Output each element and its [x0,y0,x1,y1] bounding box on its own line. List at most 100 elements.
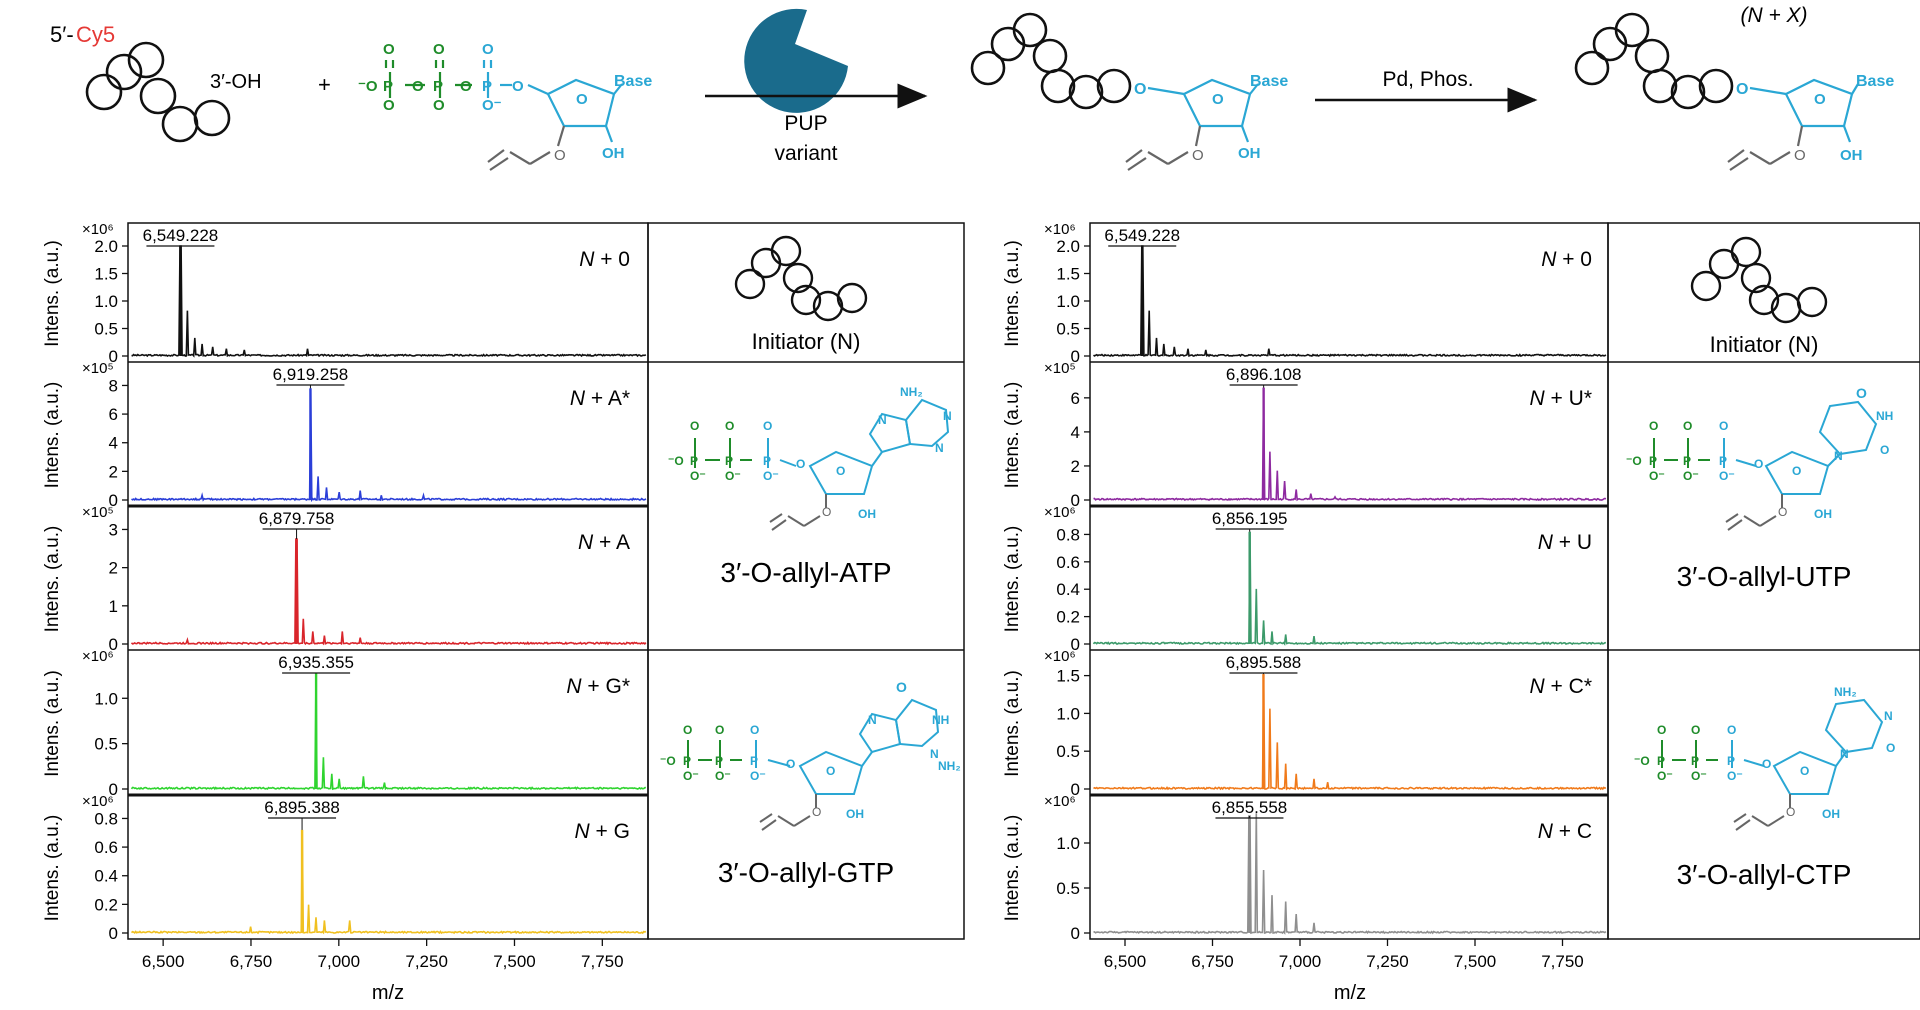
peak-label: 6,895.388 [264,798,340,817]
y-tick-label: 1.0 [94,292,118,311]
svg-text:P: P [383,78,393,95]
oh-label-intermediate: OH [1238,145,1261,162]
svg-text:N: N [1884,709,1893,723]
subplot-1: 0 2 4 6 ×10⁵ Intens. (a.u.) 6,896.108 N + U* [1002,360,1608,510]
peak-label: 6,855.558 [1212,798,1288,817]
y-tick-label: 6 [109,405,118,424]
svg-text:OH: OH [602,145,625,162]
y-tick-label: 1.0 [1056,292,1080,311]
svg-text:P: P [1719,454,1727,468]
y-multiplier: ×10⁶ [1044,504,1076,521]
product-label: (N + X) [1740,4,1807,27]
x-tick-label: 7,250 [405,952,448,971]
svg-text:O: O [1649,419,1658,433]
svg-text:P: P [725,454,733,468]
peak-label: 6,879.758 [259,509,335,528]
y-tick-label: 0 [109,491,118,510]
svg-text:P: P [433,78,443,95]
series-label: N + U [1538,531,1592,554]
y-multiplier: ×10⁶ [1044,648,1076,665]
utp-n1: N [1834,449,1843,463]
y-multiplier: ×10⁵ [82,504,114,521]
y-axis-label: Intens. (a.u.) [42,382,63,489]
initiator-structure-right [1690,236,1828,324]
peak-label: 6,896.108 [1226,365,1302,384]
atp-label: 3′-O-allyl-ATP [720,557,891,588]
svg-text:O⁻: O⁻ [1691,769,1707,783]
x-tick-label: 6,750 [230,952,273,971]
y-tick-label: 2 [109,559,118,578]
y-tick-label: 0.8 [94,809,118,828]
svg-text:O: O [750,723,759,737]
subplot-4: 0 0.2 0.4 0.6 0.8×10⁶ Intens. (a.u.) 6,895.388… [42,793,648,943]
allyl-ether-o: O [554,147,566,164]
x-tick-label: 7,250 [1366,952,1409,971]
x-tick-label: 7,500 [493,952,536,971]
svg-text:O: O [690,419,699,433]
subplot-1: 0 2 4 6 8×10⁵ Intens. (a.u.) 6,919.258 N + A* [42,360,648,510]
y-tick-label: 1.5 [1056,667,1080,686]
spectrum-trace [1093,813,1607,935]
y-tick-label: 0.5 [1056,742,1080,761]
y-tick-label: 2 [109,462,118,481]
svg-text:O⁻: O⁻ [1727,769,1743,783]
svg-text:O: O [1786,805,1795,819]
y-multiplier: ×10⁵ [1044,360,1076,377]
spectrum-trace [130,538,647,646]
svg-text:O⁻: O⁻ [715,769,731,783]
subplot-0: 0 0.5 1.0 1.5 2.0×10⁶ Intens. (a.u.) 6,549.228… [42,221,647,366]
svg-text:O⁻: O⁻ [1719,469,1735,483]
svg-text:O: O [822,505,831,519]
y-axis-label: Intens. (a.u.) [42,240,63,347]
series-label: N + A* [570,387,630,410]
svg-text:O: O [1727,723,1736,737]
svg-text:O⁻: O⁻ [1657,769,1673,783]
svg-text:OH: OH [846,807,864,821]
svg-text:O: O [1657,723,1666,737]
x-tick-label: 7,750 [1541,952,1584,971]
x-tick-label: 6,750 [1191,952,1234,971]
svg-text:P: P [1727,754,1735,768]
y-tick-label: 0 [109,780,118,799]
spectrum-trace [1093,674,1607,791]
svg-text:O: O [412,78,424,95]
y-axis-label: Intens. (a.u.) [42,670,63,777]
spectrum-trace [1093,387,1607,502]
x-tick-label: 6,500 [142,952,185,971]
y-tick-label: 1.0 [1056,704,1080,723]
five-prime-label: 5′- [50,22,74,47]
y-tick-label: 1 [109,597,118,616]
y-multiplier: ×10⁵ [82,360,114,377]
y-tick-label: 0.5 [1056,320,1080,339]
svg-text:O: O [715,723,724,737]
svg-text:O: O [482,41,494,58]
ctp-nh2: NH₂ [1834,685,1857,699]
svg-text:O⁻: O⁻ [683,769,699,783]
spectrum-trace [131,245,647,358]
x-tick-label: 7,000 [318,952,361,971]
utp-keto-o: O [1856,385,1867,401]
y-tick-label: 0 [1071,780,1080,799]
subplot-2: 0 1 2 3×10⁵ Intens. (a.u.) 6,879.758 N + A [42,504,648,654]
spectrum-trace [1092,531,1606,646]
svg-text:O⁻: O⁻ [763,469,779,483]
y-multiplier: ×10⁶ [82,648,114,665]
series-label: N + A [578,531,630,554]
svg-text:O⁻: O⁻ [690,469,706,483]
y-axis-label: Intens. (a.u.) [42,815,63,922]
gtp-nh2: NH₂ [938,759,961,773]
svg-text:OH: OH [1822,807,1840,821]
svg-text:O: O [1778,505,1787,519]
three-oh-label: 3′-OH [210,71,262,93]
x-tick-label: 7,000 [1279,952,1322,971]
svg-text:P: P [1683,454,1691,468]
cy5-label: Cy5 [76,22,115,47]
y-tick-label: 0.5 [1056,879,1080,898]
svg-text:O: O [786,757,795,771]
x-tick-label: 6,500 [1104,952,1147,971]
y-tick-label: 0 [109,924,118,943]
series-label: N + U* [1530,387,1592,410]
peak-label: 6,856.195 [1212,509,1288,528]
